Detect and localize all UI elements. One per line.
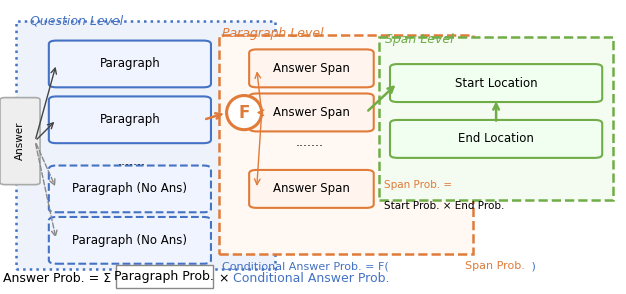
Text: Start Prob. × End Prob.: Start Prob. × End Prob. (384, 201, 504, 211)
Text: Answer Span: Answer Span (273, 182, 350, 196)
Text: Paragraph (No Ans): Paragraph (No Ans) (73, 234, 187, 247)
Text: Paragraph Prob.: Paragraph Prob. (115, 270, 214, 283)
Text: .......: ....... (118, 155, 145, 168)
FancyBboxPatch shape (249, 170, 374, 208)
FancyBboxPatch shape (390, 120, 602, 158)
Ellipse shape (227, 96, 262, 130)
FancyBboxPatch shape (116, 265, 213, 288)
Text: ×: × (215, 272, 233, 285)
FancyBboxPatch shape (49, 166, 211, 212)
Text: .......: ....... (296, 136, 324, 149)
Text: Paragraph (No Ans): Paragraph (No Ans) (73, 182, 187, 196)
Text: Conditional Answer Prob. = F(: Conditional Answer Prob. = F( (222, 261, 393, 271)
Text: Span Level: Span Level (385, 33, 454, 46)
FancyBboxPatch shape (219, 35, 473, 254)
Text: Answer Span: Answer Span (273, 106, 350, 119)
FancyBboxPatch shape (390, 64, 602, 102)
FancyBboxPatch shape (379, 37, 613, 200)
Text: ): ) (528, 261, 536, 271)
FancyBboxPatch shape (49, 41, 211, 87)
Text: F: F (239, 103, 250, 122)
FancyBboxPatch shape (16, 21, 275, 269)
FancyBboxPatch shape (249, 93, 374, 131)
FancyBboxPatch shape (49, 96, 211, 143)
Text: Conditional Answer Prob.: Conditional Answer Prob. (233, 272, 390, 285)
Text: Paragraph: Paragraph (100, 113, 160, 126)
Text: Answer Span: Answer Span (273, 62, 350, 75)
Text: End Location: End Location (458, 132, 534, 146)
FancyBboxPatch shape (249, 49, 374, 87)
Text: Answer Prob. = Σ: Answer Prob. = Σ (3, 272, 111, 285)
FancyBboxPatch shape (49, 217, 211, 264)
Text: Paragraph: Paragraph (100, 57, 160, 71)
FancyBboxPatch shape (0, 98, 40, 185)
Text: Span Prob.: Span Prob. (465, 261, 525, 271)
Text: Question Level: Question Level (30, 15, 123, 28)
Text: Span Prob. =: Span Prob. = (384, 180, 452, 190)
Text: Paragraph Level: Paragraph Level (222, 27, 324, 40)
Text: Answer: Answer (15, 122, 25, 160)
Text: Start Location: Start Location (455, 76, 537, 90)
